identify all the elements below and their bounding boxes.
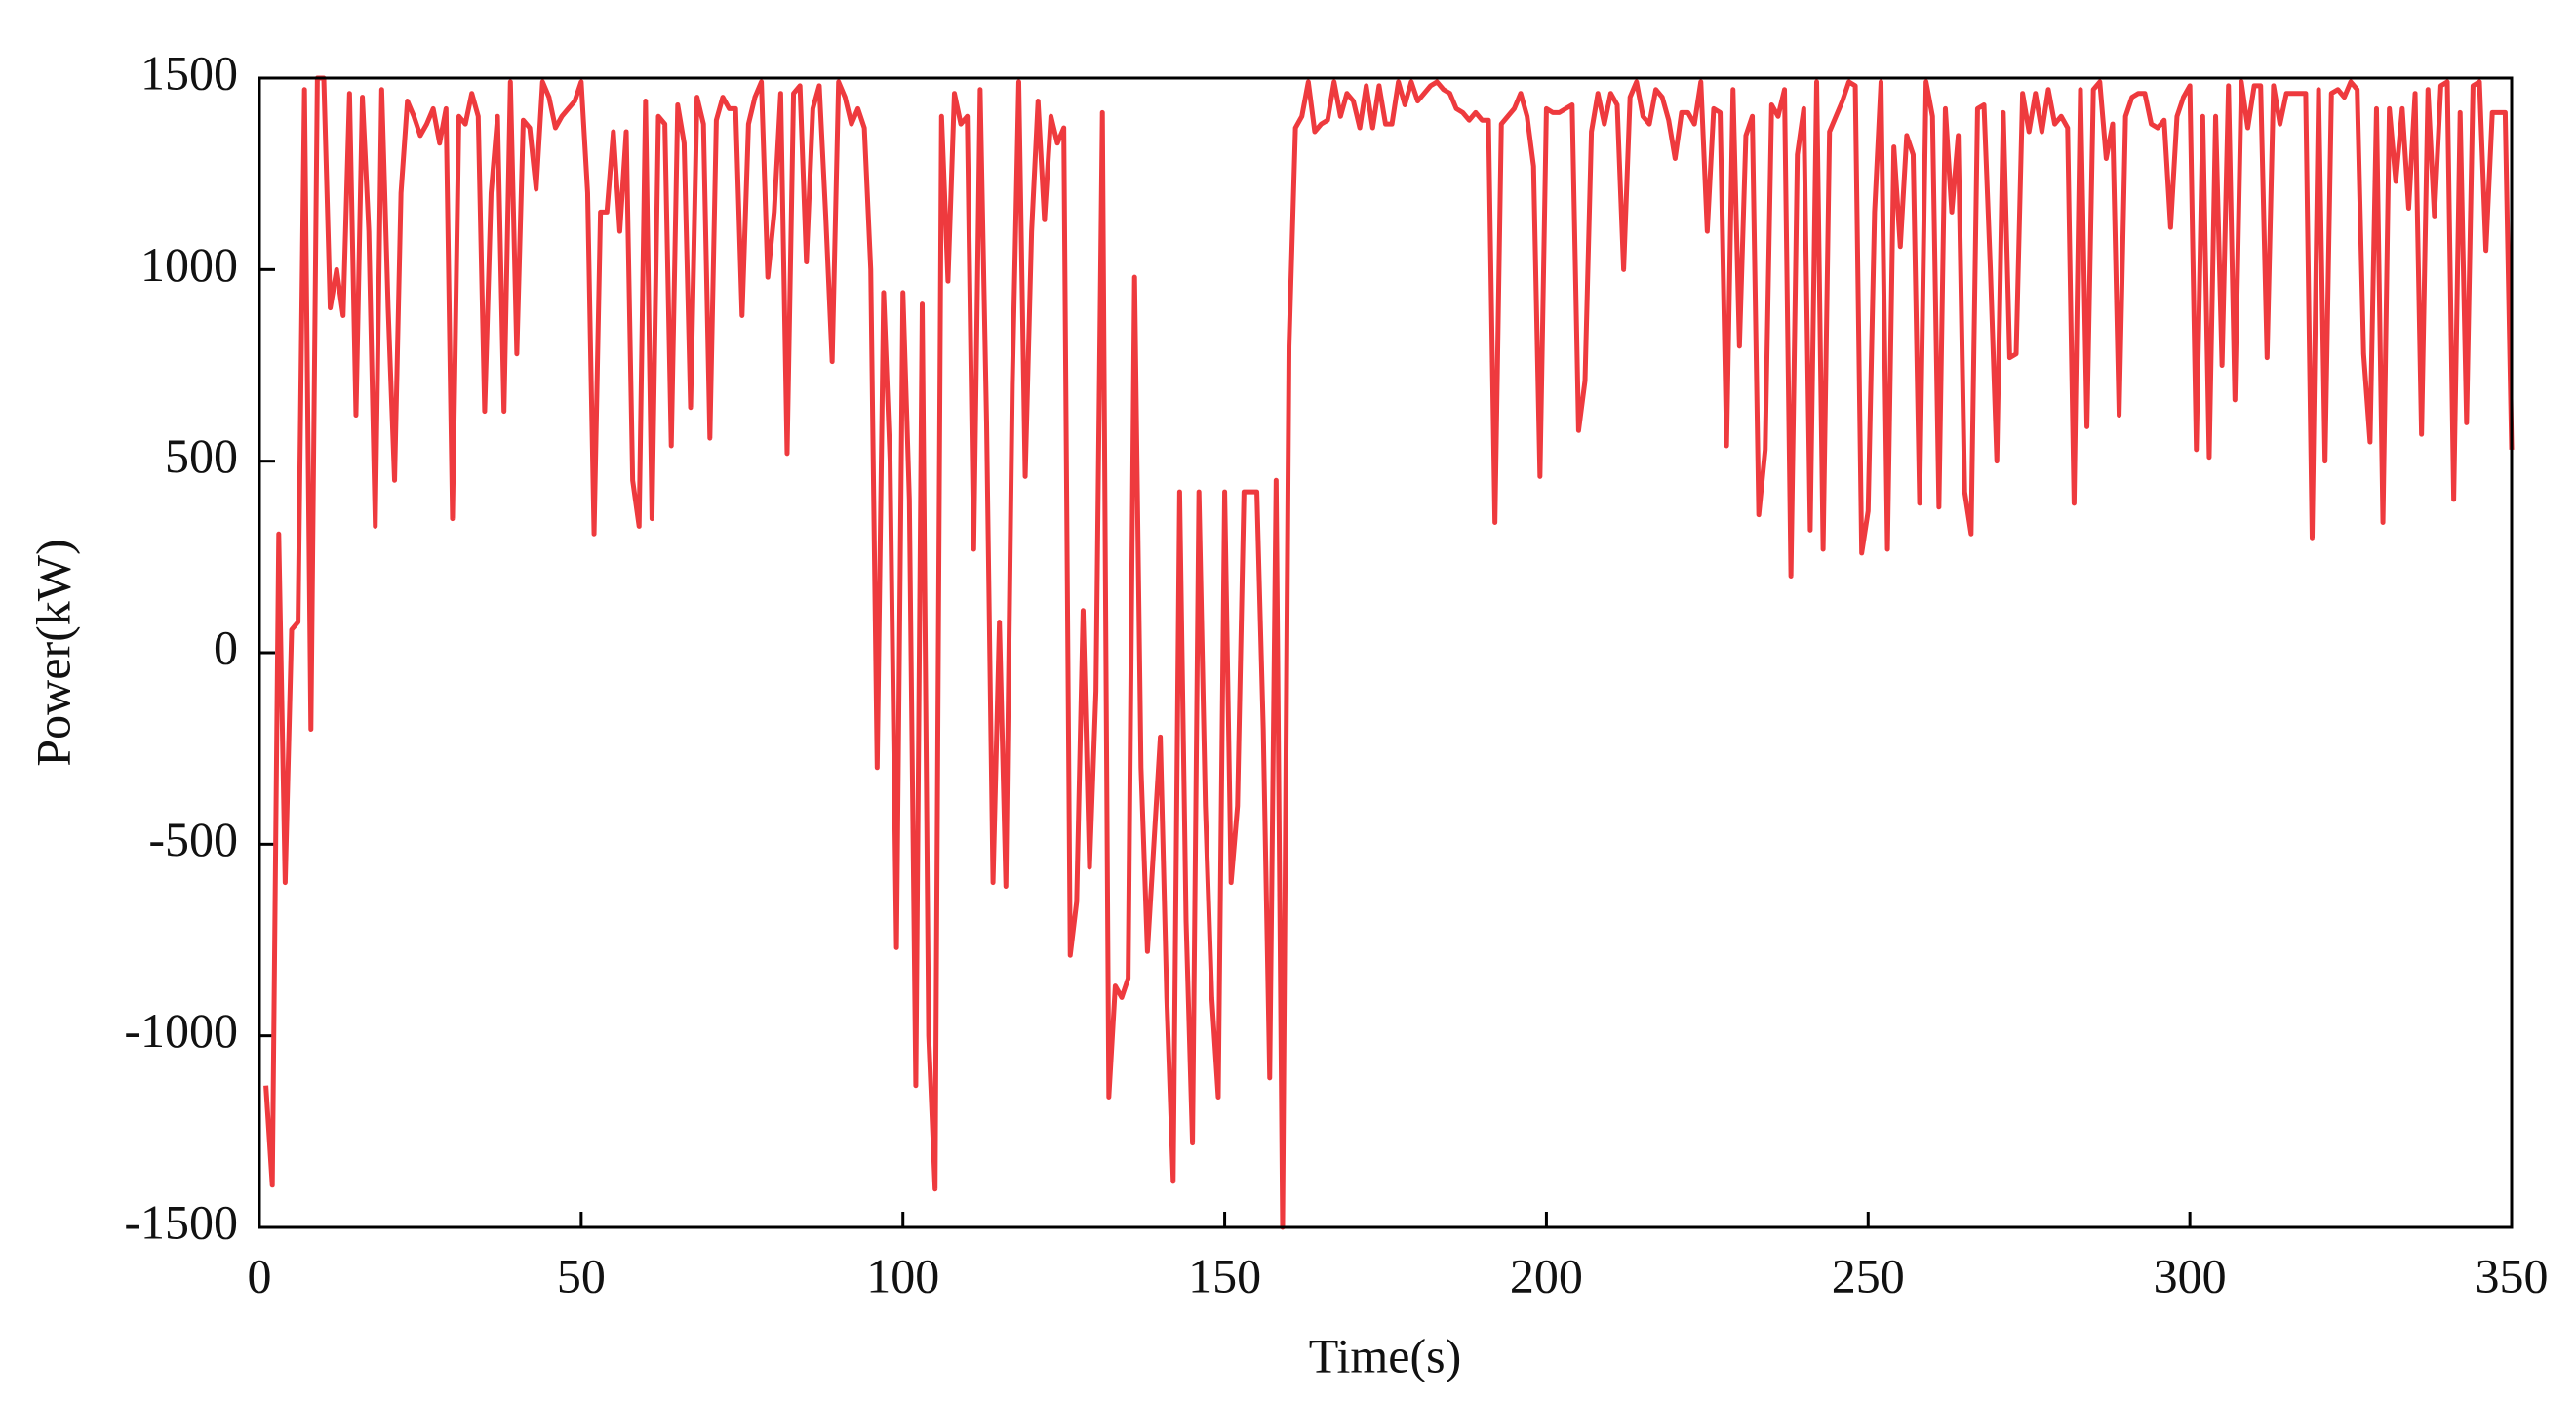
x-tick-label: 50 — [557, 1248, 606, 1302]
x-tick-label: 350 — [2476, 1248, 2549, 1302]
y-tick-label: 500 — [165, 428, 238, 483]
y-tick-label: 1000 — [140, 237, 238, 292]
line-series — [263, 75, 2515, 1230]
y-tick-label: 0 — [214, 620, 238, 674]
y-tick-label: -500 — [148, 812, 238, 866]
x-tick-label: 300 — [2154, 1248, 2227, 1302]
x-tick-label: 250 — [1832, 1248, 1905, 1302]
y-tick-label: -1000 — [124, 1003, 238, 1058]
x-axis-label: Time(s) — [1309, 1328, 1462, 1382]
x-tick-label: 0 — [248, 1248, 272, 1302]
y-tick-label: -1500 — [124, 1194, 238, 1249]
x-tick-label: 150 — [1188, 1248, 1261, 1302]
y-tick-label: 1500 — [140, 45, 238, 100]
plot-frame — [258, 76, 2514, 1229]
x-tick-label: 200 — [1510, 1248, 1583, 1302]
y-axis-label: Power(kW) — [25, 539, 80, 766]
x-tick-label: 100 — [866, 1248, 939, 1302]
